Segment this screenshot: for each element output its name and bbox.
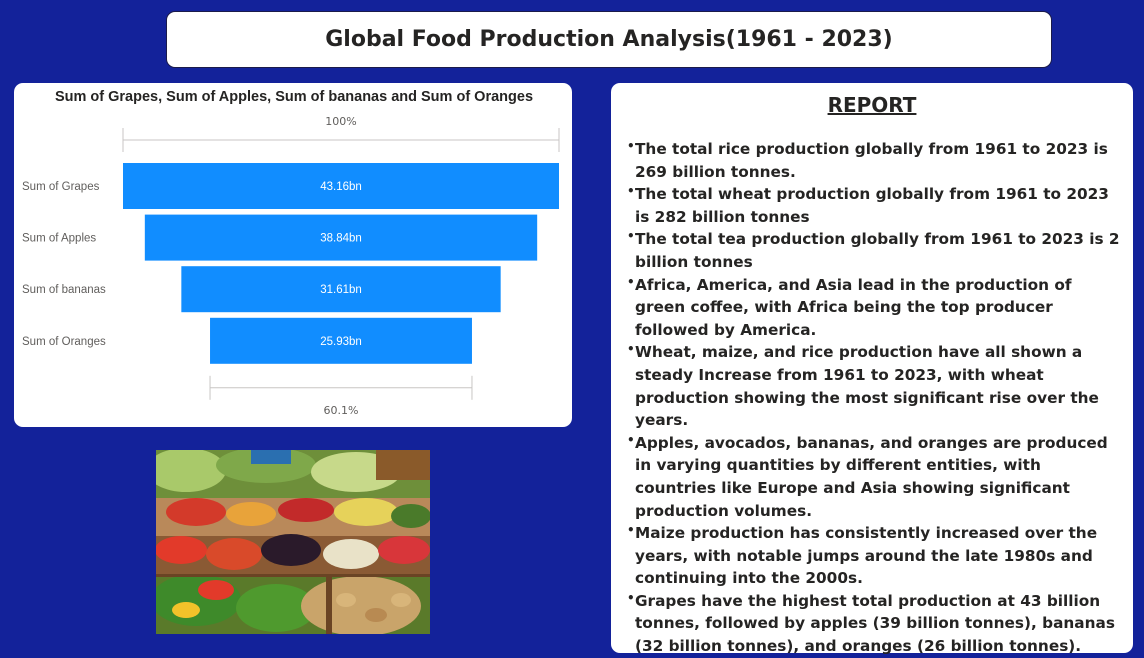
bullet-icon: • <box>627 229 635 244</box>
bullet-icon: • <box>627 274 635 289</box>
funnel-bars: 43.16bn Sum of Grapes 38.84bn Sum of Apples… <box>22 163 559 364</box>
funnel-category-label: Sum of Oranges <box>22 336 106 348</box>
report-item-text: Maize production has consistently increa… <box>635 524 1098 588</box>
report-list: • The total rice production globally from… <box>627 138 1123 658</box>
funnel-bar[interactable] <box>144 214 538 261</box>
funnel-value-label: 25.93bn <box>320 336 362 348</box>
bullet-icon: • <box>627 590 635 605</box>
report-item: • Africa, America, and Asia lead in the p… <box>627 274 1123 342</box>
bottom-percent-label: 60.1% <box>324 404 359 417</box>
funnel-category-label: Sum of Apples <box>22 233 96 245</box>
report-item-text: The total wheat production globally from… <box>635 185 1109 226</box>
report-title: REPORT <box>827 93 917 117</box>
bullet-icon: • <box>627 139 635 153</box>
report-item: • The total tea production globally from … <box>627 228 1123 273</box>
bullet-icon: • <box>627 432 635 447</box>
funnel-value-label: 38.84bn <box>320 233 362 245</box>
bullet-icon: • <box>627 523 635 538</box>
report-item: • Apples, avocados, bananas, and oranges … <box>627 432 1123 522</box>
report-item: • Grapes have the highest total productio… <box>627 590 1123 658</box>
report-card: REPORT • The total rice production global… <box>611 83 1133 655</box>
bullet-icon: • <box>627 342 635 357</box>
funnel-category-label: Sum of bananas <box>22 284 106 296</box>
report-item: • The total rice production globally from… <box>627 138 1123 183</box>
top-percent-marker: 100% <box>122 115 560 152</box>
report-item: • Wheat, maize, and rice production have … <box>627 341 1123 431</box>
page-title: Global Food Production Analysis(1961 - 2… <box>325 27 893 52</box>
funnel-chart[interactable]: Sum of Grapes, Sum of Apples, Sum of ban… <box>14 83 572 427</box>
funnel-bar[interactable] <box>181 266 501 313</box>
vegetable-market-photo <box>156 450 430 634</box>
report-item-text: The total tea production globally from 1… <box>635 230 1120 271</box>
chart-title: Sum of Grapes, Sum of Apples, Sum of ban… <box>55 89 533 105</box>
report-item-text: Apples, avocados, bananas, and oranges a… <box>635 433 1108 520</box>
funnel-value-label: 31.61bn <box>320 284 362 296</box>
report-item-text: The total rice production globally from … <box>635 140 1108 181</box>
top-percent-label: 100% <box>325 115 356 128</box>
report-item-text: Africa, America, and Asia lead in the pr… <box>635 275 1072 339</box>
report-item-text: Grapes have the highest total production… <box>635 591 1115 656</box>
report-item: • Maize production has consistently incre… <box>627 522 1123 590</box>
funnel-category-label: Sum of Grapes <box>22 181 100 193</box>
funnel-value-label: 43.16bn <box>320 181 362 193</box>
report-item: • The total wheat production globally fro… <box>627 183 1123 228</box>
report-item-text: Wheat, maize, and rice production have a… <box>635 343 1099 430</box>
funnel-bar[interactable] <box>210 317 472 364</box>
title-card: Global Food Production Analysis(1961 - 2… <box>166 11 1052 68</box>
bullet-icon: • <box>627 184 635 199</box>
bottom-percent-marker: 60.1% <box>209 375 473 417</box>
funnel-chart-card[interactable]: Sum of Grapes, Sum of Apples, Sum of ban… <box>14 83 572 427</box>
funnel-bar[interactable] <box>123 163 559 209</box>
